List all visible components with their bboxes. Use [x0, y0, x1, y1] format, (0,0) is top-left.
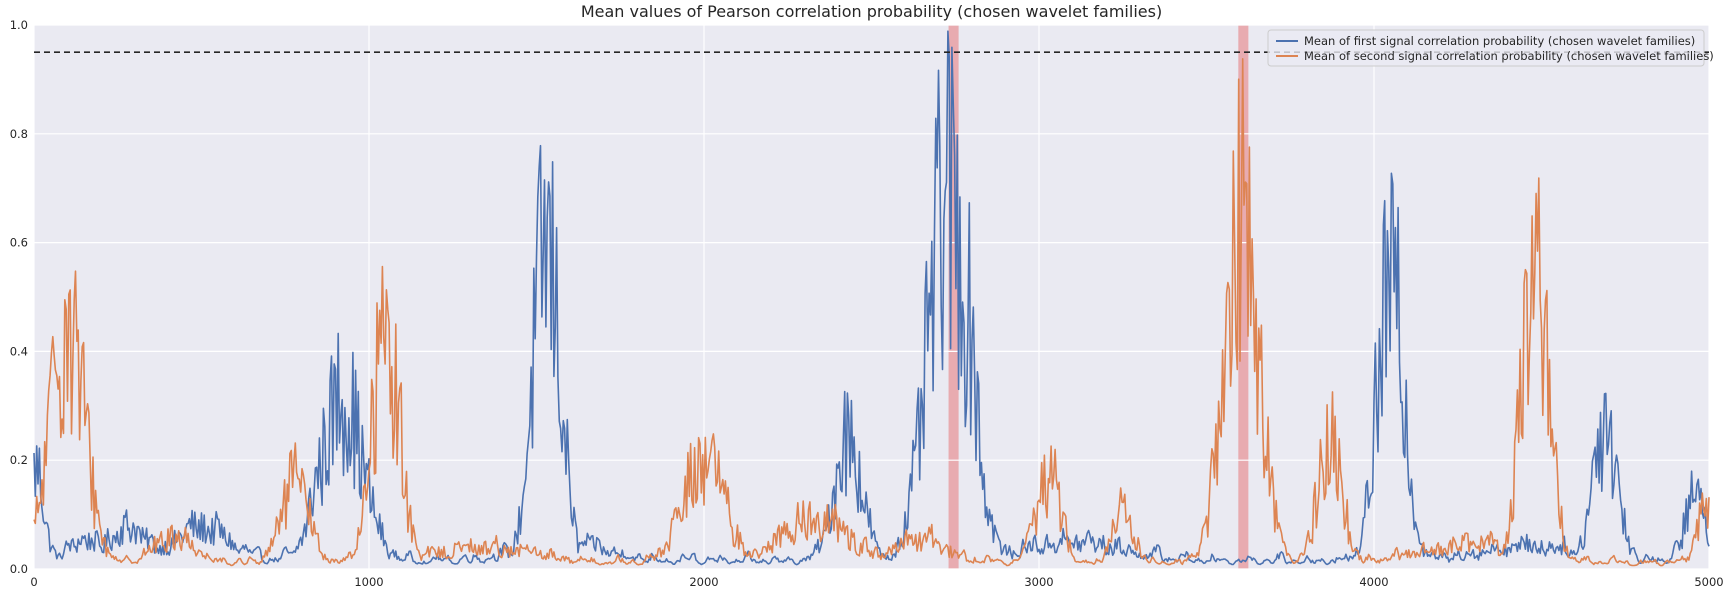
chart-title: Mean values of Pearson correlation proba…	[581, 2, 1162, 21]
y-tick-label: 1.0	[10, 18, 28, 32]
y-tick-label: 0.0	[10, 562, 28, 576]
highlight-region	[1238, 25, 1249, 569]
y-tick-label: 0.6	[10, 236, 28, 250]
series-lines	[33, 30, 1710, 567]
x-tick-label: 0	[30, 575, 37, 589]
y-tick-label: 0.2	[10, 453, 28, 467]
legend-box	[1267, 29, 1705, 67]
plot-area	[34, 25, 1709, 569]
legend-label-first-signal: Mean of first signal correlation probabi…	[1304, 34, 1695, 48]
legend-label-second-signal: Mean of second signal correlation probab…	[1304, 49, 1714, 63]
x-tick-label: 5000	[1694, 575, 1723, 589]
series-line-second-signal	[33, 58, 1710, 567]
highlight-regions	[948, 25, 1249, 569]
x-tick-label: 2000	[689, 575, 718, 589]
x-tick-label: 4000	[1359, 575, 1388, 589]
tick-labels: 0 1000 2000 3000 4000 5000 0.0 0.2 0.4 0.6 0.8 1.0	[10, 18, 1724, 589]
series-line-first-signal	[33, 30, 1710, 566]
grid	[33, 24, 1710, 570]
y-tick-label: 0.4	[10, 344, 28, 358]
legend: Mean of first signal correlation probabi…	[1267, 29, 1714, 67]
y-tick-label: 0.8	[10, 127, 28, 141]
x-tick-label: 1000	[354, 575, 383, 589]
x-tick-label: 3000	[1024, 575, 1053, 589]
highlight-region	[948, 25, 959, 569]
